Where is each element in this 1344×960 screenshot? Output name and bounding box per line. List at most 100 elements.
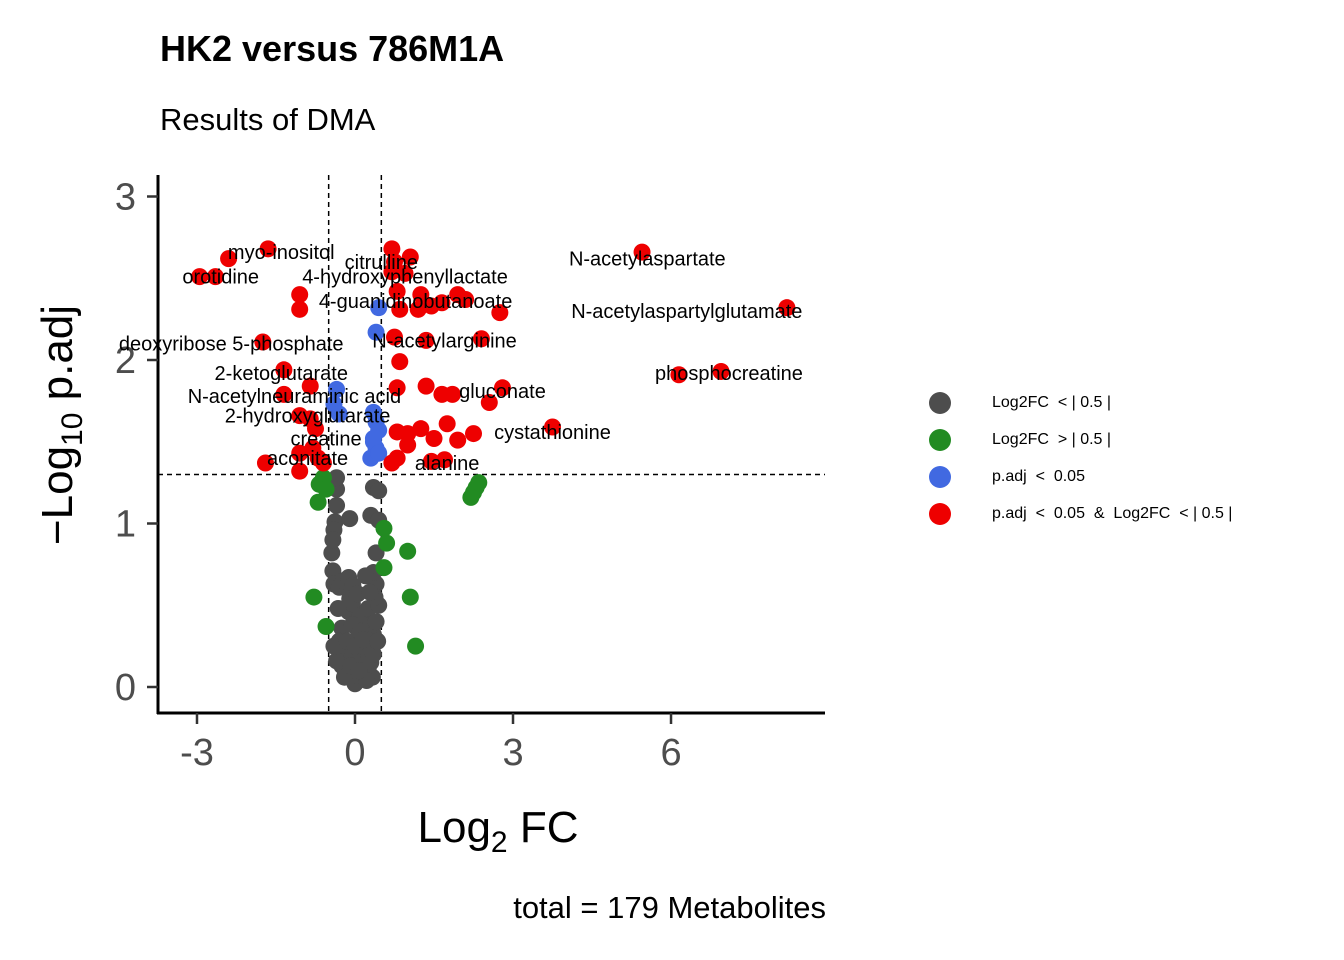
point-label: N-acetylneuraminic acid	[188, 386, 401, 408]
point-label: deoxyribose 5-phosphate	[119, 334, 344, 356]
data-point	[369, 632, 387, 650]
data-point	[399, 436, 417, 454]
data-point	[367, 613, 385, 631]
y-tick-label: 0	[115, 667, 136, 709]
data-point	[491, 304, 509, 322]
point-label: creatine	[290, 428, 361, 450]
point-label: N-acetylarginine	[372, 330, 517, 352]
data-point	[309, 493, 327, 511]
data-point	[633, 243, 651, 261]
data-point	[472, 330, 490, 348]
data-point	[256, 454, 274, 472]
point-label: myo-inositol	[228, 242, 335, 264]
axis-titles: Log2 FC −Log10 p.adj	[33, 305, 579, 859]
data-point	[291, 300, 309, 318]
legend-label: p.adj < 0.05	[992, 468, 1085, 485]
data-point	[457, 291, 475, 309]
point-label: phosphocreatine	[655, 363, 803, 385]
data-point	[438, 415, 456, 433]
data-point	[275, 361, 293, 379]
legend-label: Log2FC < | 0.5 |	[992, 394, 1112, 411]
x-tick-label: 6	[660, 732, 681, 774]
legend-key	[929, 392, 951, 414]
data-point	[306, 420, 324, 438]
data-point	[350, 662, 368, 680]
data-point	[407, 637, 425, 655]
data-point	[383, 454, 401, 472]
data-point	[386, 328, 404, 346]
data-point	[465, 425, 483, 443]
data-point	[291, 462, 309, 480]
data-point	[493, 379, 511, 397]
data-point	[329, 600, 347, 618]
data-point	[375, 559, 393, 577]
point-label: N-acetylaspartylglutamate	[571, 301, 802, 323]
data-point	[449, 431, 467, 449]
data-point	[330, 405, 348, 423]
data-point	[328, 497, 346, 515]
point-label: 4-hydroxyphenyllactate	[302, 267, 508, 289]
data-point	[443, 385, 461, 403]
data-point	[778, 299, 796, 317]
data-points	[191, 240, 796, 693]
point-label: citrulline	[345, 252, 418, 274]
x-axis-label: Log2 FC	[418, 803, 579, 859]
data-point	[383, 240, 401, 258]
x-tick-label: -3	[180, 732, 214, 774]
data-point	[328, 380, 346, 398]
data-point	[436, 451, 454, 469]
x-tick-label: 0	[344, 732, 365, 774]
legend-label: Log2FC > | 0.5 |	[992, 431, 1112, 448]
data-point	[375, 519, 393, 537]
data-point	[391, 300, 409, 318]
point-label: alanine	[415, 453, 480, 475]
legend-key	[929, 466, 951, 488]
y-axis-label: −Log10 p.adj	[33, 305, 89, 545]
data-point	[480, 394, 498, 412]
data-point	[341, 510, 359, 528]
data-point	[291, 286, 309, 304]
data-point	[370, 444, 388, 462]
data-point	[391, 353, 409, 371]
data-point	[364, 429, 382, 447]
data-point	[328, 469, 346, 487]
data-point	[462, 488, 480, 506]
data-point	[323, 544, 341, 562]
point-label: 2-hydroxyglutarate	[225, 406, 391, 428]
data-point	[309, 449, 327, 467]
data-point	[328, 652, 346, 670]
data-point	[370, 299, 388, 317]
data-point	[191, 268, 209, 286]
data-point	[388, 282, 406, 300]
data-point	[399, 542, 417, 560]
y-tick-label: 3	[115, 177, 136, 219]
data-point	[259, 240, 277, 258]
data-point	[422, 452, 440, 470]
legend-label: p.adj < 0.05 & Log2FC < | 0.5 |	[992, 505, 1233, 522]
y-tick-label: 1	[115, 504, 136, 546]
data-point	[378, 534, 396, 552]
data-point	[396, 264, 414, 282]
point-label: N-acetylaspartate	[569, 249, 726, 271]
axes: -3 0 3 6 0 1 2 3	[115, 175, 825, 774]
data-point	[409, 300, 427, 318]
data-point	[544, 418, 562, 436]
data-point	[364, 645, 382, 663]
data-point	[401, 248, 419, 266]
data-point	[305, 588, 323, 606]
data-point	[367, 323, 385, 341]
point-label: orotidine	[182, 267, 259, 289]
data-point	[361, 583, 379, 601]
point-label: cystathionine	[494, 422, 611, 444]
data-point	[412, 420, 430, 438]
data-point	[357, 567, 375, 585]
data-point	[254, 333, 272, 351]
caption: total = 179 Metabolites	[513, 890, 826, 925]
data-point	[422, 297, 440, 315]
data-point	[220, 250, 238, 268]
data-point	[383, 263, 401, 281]
legend-key	[929, 503, 951, 525]
data-point	[354, 631, 372, 649]
point-labels: myo-inositol orotidine citrulline4-hydroxy…	[119, 242, 803, 475]
